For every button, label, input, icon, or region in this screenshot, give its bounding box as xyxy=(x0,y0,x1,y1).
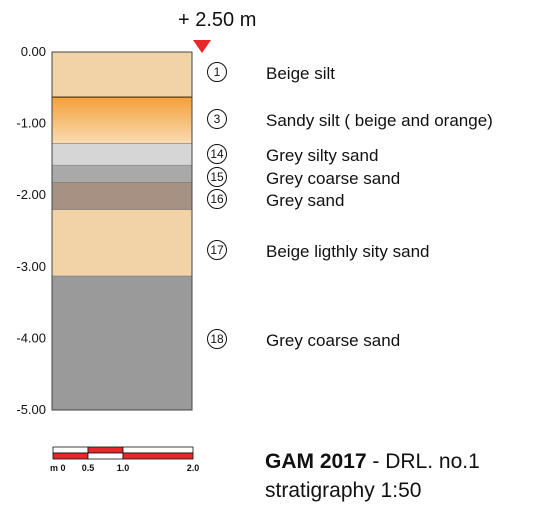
layer-number: 18 xyxy=(210,332,224,346)
layer-name: Beige silt xyxy=(266,64,335,83)
scale-segment xyxy=(52,452,89,460)
layer-14 xyxy=(52,143,192,166)
layer-15 xyxy=(52,165,192,183)
layer-name: Grey coarse sand xyxy=(266,169,400,188)
layer-name: Sandy silt ( beige and orange) xyxy=(266,111,493,130)
caption-title-line: GAM 2017 - DRL. no.1 xyxy=(265,450,480,473)
layer-number-circle xyxy=(207,329,227,349)
layer-number-circle xyxy=(207,144,227,164)
depth-tick-label: -3.00 xyxy=(16,259,46,274)
scale-segment xyxy=(87,452,124,460)
scale-segment xyxy=(122,452,194,460)
depth-tick-label: -5.00 xyxy=(16,402,46,417)
depth-axis: 0.00 -1.00 -2.00 -3.00 -4.00 -5.00 xyxy=(16,44,46,417)
caption-project: GAM 2017 xyxy=(265,450,367,473)
scale-bar: m 0 0.5 1.0 2.0 xyxy=(50,446,200,473)
scale-label: 0.5 xyxy=(82,463,95,473)
caption-subtitle: stratigraphy 1:50 xyxy=(265,479,421,502)
layer-16 xyxy=(52,182,192,210)
scale-label: m 0 xyxy=(50,463,66,473)
layer-number-circle xyxy=(207,167,227,187)
layer-number-circle xyxy=(207,189,227,209)
depth-tick-label: -2.00 xyxy=(16,187,46,202)
layer-number-circle xyxy=(207,109,227,129)
scale-segment xyxy=(87,446,124,454)
layer-number: 14 xyxy=(210,147,224,161)
layer-17 xyxy=(52,209,192,277)
elevation-label: + 2.50 m xyxy=(178,9,256,31)
layer-3 xyxy=(52,97,192,144)
layer-number: 3 xyxy=(214,112,221,126)
layer-number: 15 xyxy=(210,170,224,184)
layer-name: Grey sand xyxy=(266,191,344,210)
layer-1 xyxy=(52,52,192,98)
layer-number: 17 xyxy=(210,243,224,257)
layer-name: Grey silty sand xyxy=(266,146,378,165)
layer-18 xyxy=(52,276,192,410)
caption-borehole: - DRL. no.1 xyxy=(367,450,480,473)
scale-label: 1.0 xyxy=(117,463,130,473)
scale-segment xyxy=(52,446,89,454)
layer-number-circle xyxy=(207,62,227,82)
scale-segment xyxy=(122,446,194,454)
depth-tick-label: -1.00 xyxy=(16,116,46,131)
layer-number: 1 xyxy=(214,65,221,79)
column-outline xyxy=(51,51,193,411)
stratigraphic-column xyxy=(51,51,193,411)
layer-annotations: 1 Beige silt 3 Sandy silt ( beige and orang… xyxy=(207,62,493,350)
layer-number: 16 xyxy=(210,192,224,206)
scale-label: 2.0 xyxy=(187,463,200,473)
depth-tick-label: 0.00 xyxy=(21,44,46,59)
layer-name: Beige ligthly sity sand xyxy=(266,242,429,261)
layer-name: Grey coarse sand xyxy=(266,331,400,350)
depth-tick-label: -4.00 xyxy=(16,330,46,345)
elevation-marker-icon xyxy=(193,40,211,53)
layer-number-circle xyxy=(207,240,227,260)
